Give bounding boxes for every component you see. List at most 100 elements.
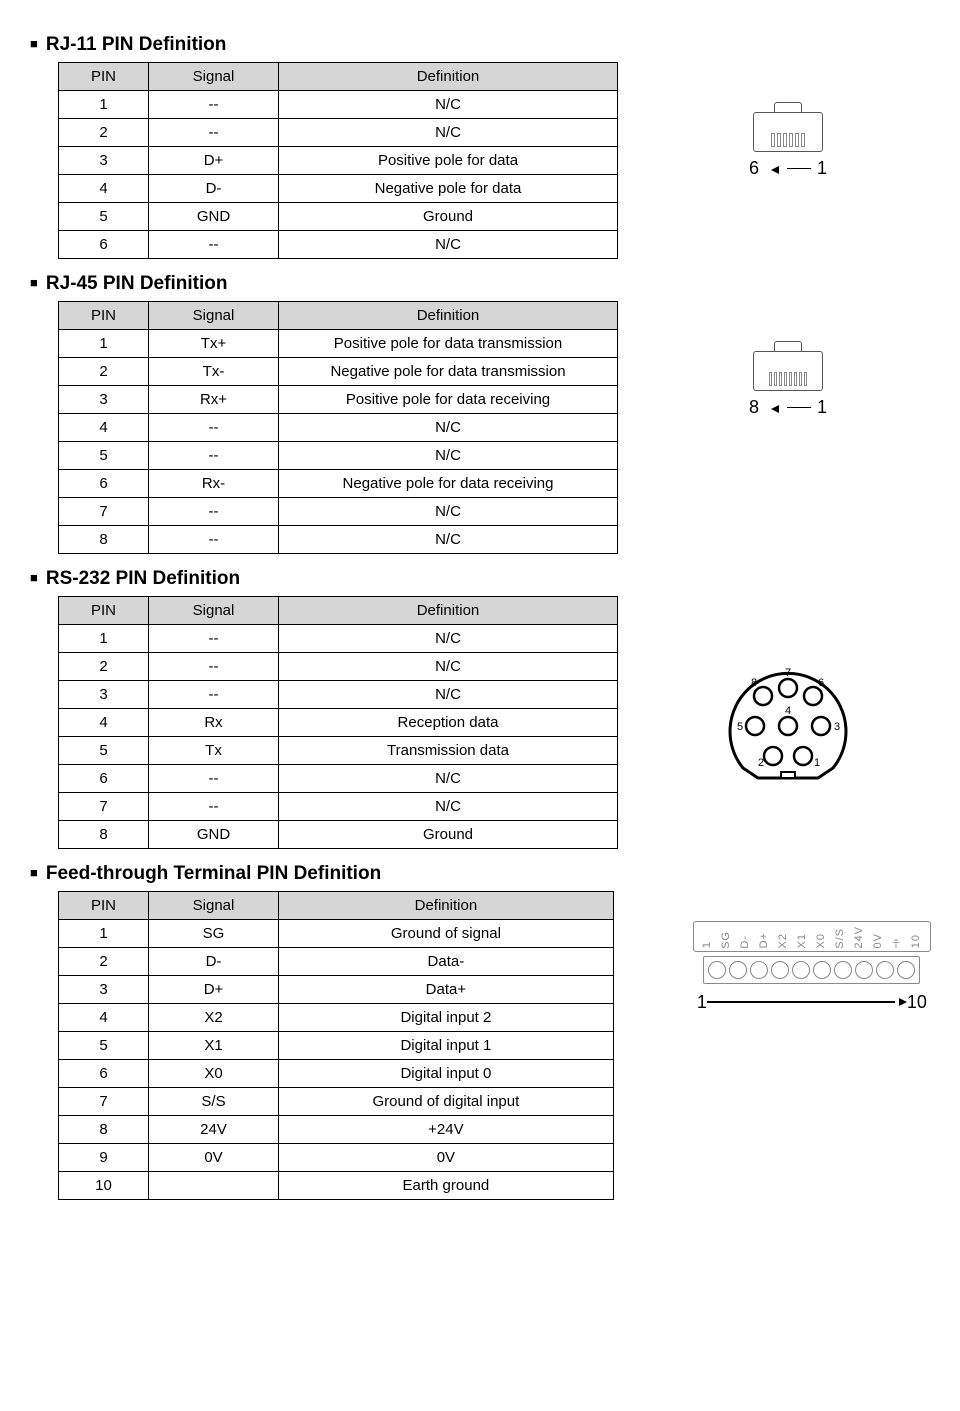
terminal-hole <box>834 961 852 979</box>
table-row: 5X1Digital input 1 <box>59 1032 614 1060</box>
din8-connector-icon: 1 2 3 4 5 6 7 8 <box>723 656 853 786</box>
table-row: 5GNDGround <box>59 203 618 231</box>
table-cell: 1 <box>59 330 149 358</box>
connector-pin <box>774 372 777 386</box>
terminal-hole <box>855 961 873 979</box>
label-10: 10 <box>907 992 927 1013</box>
table-row: 2--N/C <box>59 653 618 681</box>
th-def: Definition <box>279 892 614 920</box>
table-cell: -- <box>149 526 279 554</box>
th-def: Definition <box>279 63 618 91</box>
table-cell: 5 <box>59 1032 149 1060</box>
table-cell: Ground of signal <box>279 920 614 948</box>
terminal-hole <box>708 961 726 979</box>
table-cell: D- <box>149 948 279 976</box>
table-rj45: PIN Signal Definition 1Tx+Positive pole … <box>58 301 618 554</box>
terminal-signal-label: D+ <box>759 932 770 948</box>
table-cell: 8 <box>59 821 149 849</box>
terminal-hole <box>813 961 831 979</box>
connector-pin <box>779 372 782 386</box>
table-row: 4D-Negative pole for data <box>59 175 618 203</box>
table-cell: 7 <box>59 793 149 821</box>
table-row: 5--N/C <box>59 442 618 470</box>
table-cell: N/C <box>279 498 618 526</box>
table-cell: Positive pole for data <box>279 147 618 175</box>
table-cell: 5 <box>59 203 149 231</box>
table-cell: -- <box>149 91 279 119</box>
table-row: 8GNDGround <box>59 821 618 849</box>
table-row: 6--N/C <box>59 765 618 793</box>
table-cell: Rx+ <box>149 386 279 414</box>
table-row: 7S/SGround of digital input <box>59 1088 614 1116</box>
table-cell: N/C <box>279 91 618 119</box>
table-cell: 9 <box>59 1144 149 1172</box>
terminal-signal-label: 24V <box>854 926 865 949</box>
table-cell: Ground of digital input <box>279 1088 614 1116</box>
table-cell: 1 <box>59 91 149 119</box>
diagram-rs232: 1 2 3 4 5 6 7 8 <box>698 596 878 786</box>
rj11-pin-labels: 6 1 <box>749 158 827 179</box>
table-row: 1SGGround of signal <box>59 920 614 948</box>
table-row: 5TxTransmission data <box>59 737 618 765</box>
row-terminal: PIN Signal Definition 1SGGround of signa… <box>30 891 930 1200</box>
section-title-terminal: Feed-through Terminal PIN Definition <box>30 863 930 885</box>
table-cell: Negative pole for data transmission <box>279 358 618 386</box>
table-cell: -- <box>149 765 279 793</box>
section-title-rj45: RJ-45 PIN Definition <box>30 273 930 295</box>
terminal-signal-label: X0 <box>816 933 827 948</box>
table-cell: 4 <box>59 414 149 442</box>
table-cell: Rx <box>149 709 279 737</box>
table-row: 2D-Data- <box>59 948 614 976</box>
svg-text:7: 7 <box>785 667 791 679</box>
table-cell: 0V <box>279 1144 614 1172</box>
table-cell: 1 <box>59 920 149 948</box>
table-cell: Rx- <box>149 470 279 498</box>
table-cell: Positive pole for data receiving <box>279 386 618 414</box>
table-cell: -- <box>149 442 279 470</box>
table-cell: 7 <box>59 1088 149 1116</box>
table-cell: Data+ <box>279 976 614 1004</box>
th-signal: Signal <box>149 892 279 920</box>
svg-text:4: 4 <box>785 705 791 717</box>
terminal-signal-label: S/S <box>835 928 846 949</box>
table-cell: 4 <box>59 709 149 737</box>
table-cell: X1 <box>149 1032 279 1060</box>
table-row: 2--N/C <box>59 119 618 147</box>
table-cell: 10 <box>59 1172 149 1200</box>
rj45-pin-labels: 8 1 <box>749 397 827 418</box>
table-cell: 4 <box>59 1004 149 1032</box>
table-cell: SG <box>149 920 279 948</box>
table-cell: 3 <box>59 147 149 175</box>
section-title-rj11: RJ-11 PIN Definition <box>30 34 930 56</box>
table-cell: Negative pole for data <box>279 175 618 203</box>
terminal-hole <box>750 961 768 979</box>
table-terminal: PIN Signal Definition 1SGGround of signa… <box>58 891 614 1200</box>
table-cell: N/C <box>279 793 618 821</box>
table-cell: S/S <box>149 1088 279 1116</box>
table-cell: D- <box>149 175 279 203</box>
table-rs232: PIN Signal Definition 1--N/C2--N/C3--N/C… <box>58 596 618 849</box>
table-cell: N/C <box>279 414 618 442</box>
table-cell: N/C <box>279 653 618 681</box>
table-cell: Reception data <box>279 709 618 737</box>
terminal-hole <box>897 961 915 979</box>
table-cell: 5 <box>59 737 149 765</box>
svg-text:3: 3 <box>834 721 840 733</box>
connector-pin <box>799 372 802 386</box>
connector-pin <box>789 372 792 386</box>
table-cell: -- <box>149 653 279 681</box>
table-cell: GND <box>149 203 279 231</box>
label-8: 8 <box>749 397 759 418</box>
table-row: 90V0V <box>59 1144 614 1172</box>
terminal-range-labels: 1 10 <box>697 992 927 1013</box>
row-rj11: PIN Signal Definition 1--N/C2--N/C3D+Pos… <box>30 62 930 259</box>
rj11-connector-icon <box>753 102 823 152</box>
table-cell: N/C <box>279 231 618 259</box>
table-cell: GND <box>149 821 279 849</box>
table-cell: 2 <box>59 358 149 386</box>
table-cell: N/C <box>279 526 618 554</box>
table-cell: Tx+ <box>149 330 279 358</box>
svg-text:2: 2 <box>758 757 764 769</box>
terminal-hole <box>876 961 894 979</box>
connector-pin <box>784 372 787 386</box>
